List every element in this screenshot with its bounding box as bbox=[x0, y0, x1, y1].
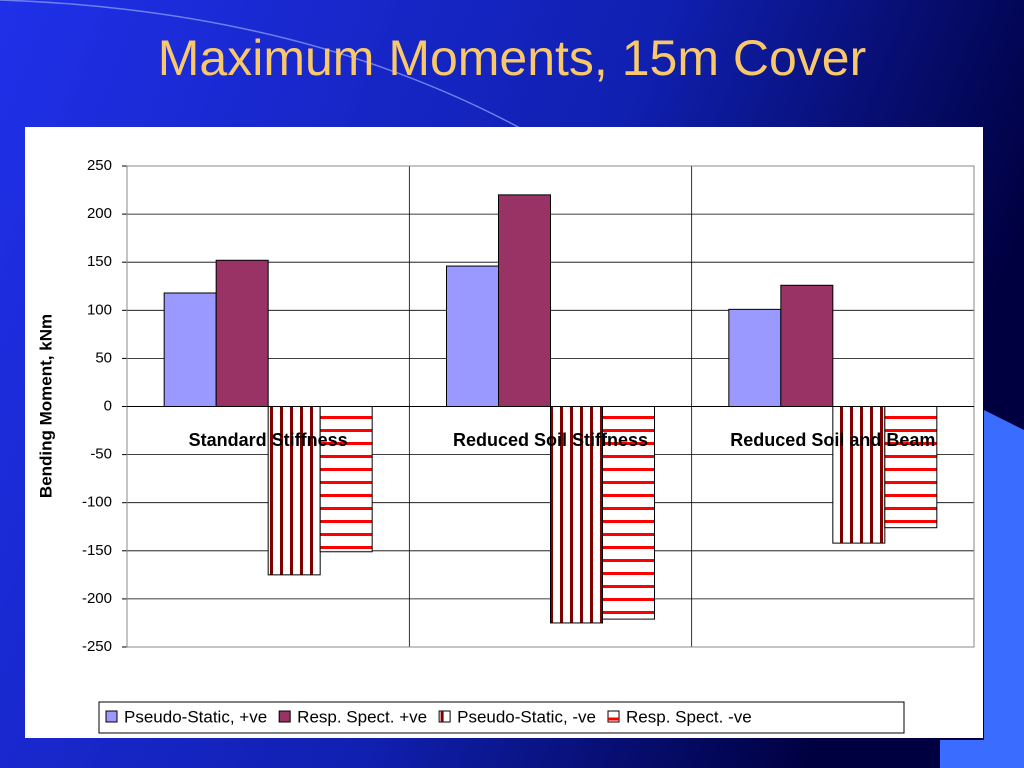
legend-swatch bbox=[105, 710, 118, 723]
y-tick-label: -50 bbox=[90, 446, 112, 463]
y-tick-label: -100 bbox=[82, 494, 112, 511]
bar bbox=[884, 406, 938, 529]
x-category-label: Reduced Soil and Beam bbox=[730, 430, 935, 450]
bar bbox=[780, 284, 834, 407]
y-tick-label: 50 bbox=[95, 349, 112, 366]
bar bbox=[215, 259, 269, 407]
y-tick-label: 250 bbox=[87, 157, 112, 174]
bar bbox=[728, 308, 782, 408]
bar bbox=[602, 406, 655, 620]
decor-curve bbox=[0, 0, 521, 129]
legend-label: Resp. Spect. -ve bbox=[626, 707, 752, 726]
x-category-label: Standard Stiffness bbox=[189, 430, 348, 450]
legend-label: Pseudo-Static, -ve bbox=[457, 707, 596, 726]
y-tick-label: -150 bbox=[82, 542, 112, 559]
y-tick-label: -250 bbox=[82, 638, 112, 655]
y-tick-label: 200 bbox=[87, 205, 112, 222]
bar bbox=[832, 406, 886, 544]
y-axis-label: Bending Moment, kNm bbox=[36, 314, 55, 498]
bar bbox=[319, 406, 373, 553]
y-tick-label: 100 bbox=[87, 301, 112, 318]
decor-shape bbox=[940, 410, 1024, 768]
legend bbox=[98, 701, 905, 734]
bar bbox=[446, 265, 499, 407]
bar bbox=[498, 194, 551, 407]
x-category-label: Reduced Soil Stiffness bbox=[453, 430, 648, 450]
bar bbox=[163, 292, 217, 408]
y-tick-label: -200 bbox=[82, 590, 112, 607]
legend-swatch bbox=[438, 710, 451, 723]
legend-label: Resp. Spect. +ve bbox=[297, 707, 427, 726]
y-tick-label: 0 bbox=[104, 397, 112, 414]
y-tick-label: 150 bbox=[87, 253, 112, 270]
legend-swatch bbox=[607, 710, 620, 723]
slide-title: Maximum Moments, 15m Cover bbox=[158, 30, 867, 86]
legend-label: Pseudo-Static, +ve bbox=[124, 707, 267, 726]
bar bbox=[550, 406, 603, 624]
legend-swatch bbox=[278, 710, 291, 723]
